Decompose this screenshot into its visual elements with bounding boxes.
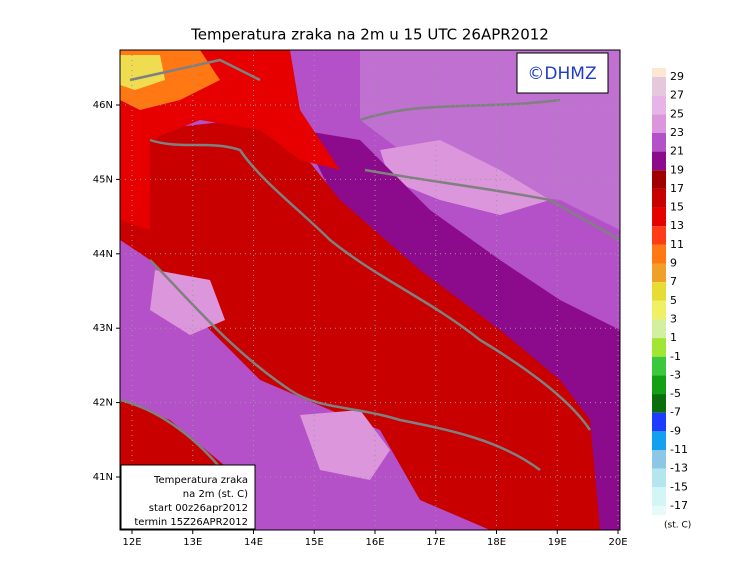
hottest-field xyxy=(120,55,165,90)
colorbar-label: 13 xyxy=(670,219,684,232)
graticule: 46N 45N 44N 43N 42N 41N 12E 13E 14E 15E 16E 17E 18E 1… xyxy=(93,50,628,548)
lat-label: 46N xyxy=(93,100,113,111)
colorbar-box xyxy=(652,505,666,515)
colorbar-box xyxy=(652,319,666,339)
colorbar-label: 25 xyxy=(670,107,684,120)
lon-label: 15E xyxy=(305,537,324,548)
colorbar-label: 5 xyxy=(670,294,677,307)
colorbar: 29 27 25 23 21 19 17 15 13 11 9 7 5 3 1 -1 -3 -5 -7 -9 -11 -1… xyxy=(652,68,691,531)
lon-label: 20E xyxy=(608,537,627,548)
lon-label: 13E xyxy=(183,537,202,548)
colorbar-box xyxy=(652,356,666,376)
colorbar-label: -9 xyxy=(670,424,681,437)
lat-label: 42N xyxy=(93,398,113,409)
colorbar-box xyxy=(652,431,666,450)
colorbar-label: -17 xyxy=(670,499,688,512)
colorbar-label: -7 xyxy=(670,406,681,419)
map-frame xyxy=(119,49,621,531)
info-box xyxy=(120,464,256,530)
lat-label: 45N xyxy=(93,174,113,185)
colorbar-box xyxy=(652,263,666,283)
lon-label: 16E xyxy=(365,537,384,548)
colorbar-box xyxy=(652,487,666,506)
colorbar-box xyxy=(652,151,666,171)
colorbar-label: 7 xyxy=(670,275,677,288)
colorbar-box xyxy=(652,375,666,395)
colorbar-box xyxy=(652,77,666,96)
colorbar-box xyxy=(652,338,666,357)
colorbar-label: -11 xyxy=(670,443,688,456)
colorbar-box xyxy=(652,412,666,432)
colorbar-label: 19 xyxy=(670,163,684,176)
lat-label: 44N xyxy=(93,249,113,260)
lat-label: 41N xyxy=(93,472,113,483)
title: Temperatura zraka na 2m u 15 UTC 26APR20… xyxy=(190,26,549,44)
lon-label: 14E xyxy=(244,537,263,548)
colorbar-label: 23 xyxy=(670,126,684,139)
lon-label: 19E xyxy=(548,537,567,548)
light-patch xyxy=(300,410,390,480)
temperature-field xyxy=(120,50,620,530)
lon-label: 17E xyxy=(426,537,445,548)
info-line: na 2m (st. C) xyxy=(183,489,248,500)
colorbar-label: -5 xyxy=(670,387,681,400)
colorbar-box xyxy=(652,95,666,115)
colorbar-label: 17 xyxy=(670,182,684,195)
colorbar-box xyxy=(652,68,666,77)
light-patch xyxy=(380,140,550,215)
colorbar-label: 27 xyxy=(670,89,684,102)
lon-label: 18E xyxy=(487,537,506,548)
colorbar-box xyxy=(652,207,666,227)
colorbar-label: -3 xyxy=(670,368,681,381)
copyright: ©DHMZ xyxy=(527,64,596,84)
adriatic-field xyxy=(120,120,600,530)
colorbar-label: -13 xyxy=(670,462,688,475)
colorbar-box xyxy=(652,282,666,301)
colorbar-box xyxy=(652,170,666,189)
info-text: Temperatura zraka na 2m (st. C) start 00z2… xyxy=(134,475,248,528)
colorbar-label: 11 xyxy=(670,238,684,251)
info-line: start 00z26apr2012 xyxy=(149,503,248,514)
colorbar-unit: (st. C) xyxy=(664,521,691,531)
colorbar-label: 1 xyxy=(670,331,677,344)
dinaric-field xyxy=(300,130,620,530)
lon-label: 12E xyxy=(122,537,141,548)
copyright-box xyxy=(516,52,609,94)
colorbar-label: 29 xyxy=(670,70,684,83)
pannonian-field xyxy=(360,50,620,230)
colorbar-box xyxy=(652,394,666,413)
colorbar-box xyxy=(652,132,666,152)
info-line: Temperatura zraka xyxy=(153,475,248,486)
colorbar-box xyxy=(652,114,666,133)
colorbar-label: -1 xyxy=(670,350,681,363)
lat-label: 43N xyxy=(93,323,113,334)
colorbar-label: 15 xyxy=(670,201,684,214)
colorbar-box xyxy=(652,244,666,264)
colorbar-box xyxy=(652,450,666,469)
colorbar-box xyxy=(652,300,666,320)
info-line: termin 15Z26APR2012 xyxy=(134,517,248,528)
colorbar-label: -15 xyxy=(670,480,688,493)
colorbar-box xyxy=(652,468,666,488)
colorbar-label: 21 xyxy=(670,145,684,158)
colorbar-label: 9 xyxy=(670,257,677,270)
colorbar-box xyxy=(652,188,666,208)
coastline xyxy=(120,58,620,481)
colorbar-label: 3 xyxy=(670,312,677,325)
colorbar-box xyxy=(652,226,666,245)
